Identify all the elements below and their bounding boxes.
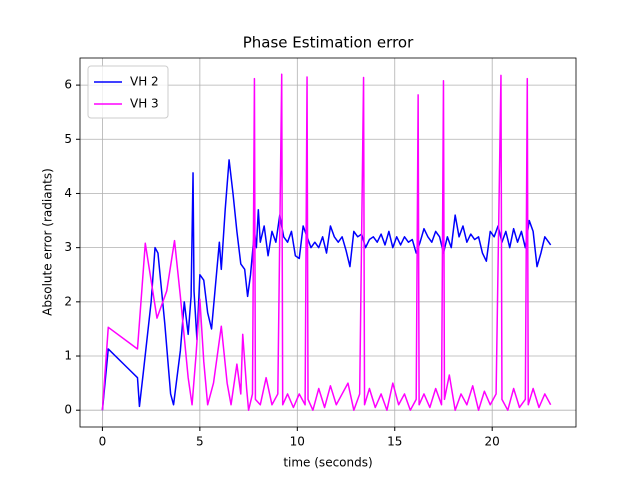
plot-area [101, 73, 552, 411]
axes-frame [79, 57, 577, 428]
y-tick-label: 5 [64, 132, 72, 146]
y-tick-label: 0 [64, 403, 72, 417]
y-tick-label: 4 [64, 186, 72, 200]
data-line [101, 73, 552, 411]
x-axis-label: time (seconds) [283, 456, 372, 470]
y-tick-label: 6 [64, 78, 72, 92]
x-tick-label: 5 [196, 435, 204, 449]
y-tick-label: 2 [64, 294, 72, 308]
data-line [101, 159, 552, 411]
x-tick-label: 15 [387, 435, 402, 449]
y-tick-label: 3 [64, 240, 72, 254]
legend-box [87, 65, 169, 119]
y-axis-label: Absolute error (radiants) [41, 168, 55, 316]
legend-label: VH 2 [130, 75, 159, 89]
x-tick-label: 0 [99, 435, 107, 449]
y-tick-label: 1 [64, 349, 72, 363]
x-tick-label: 20 [485, 435, 500, 449]
x-tick-label: 10 [290, 435, 305, 449]
legend-label: VH 3 [130, 97, 159, 111]
chart-title: Phase Estimation error [243, 34, 414, 52]
